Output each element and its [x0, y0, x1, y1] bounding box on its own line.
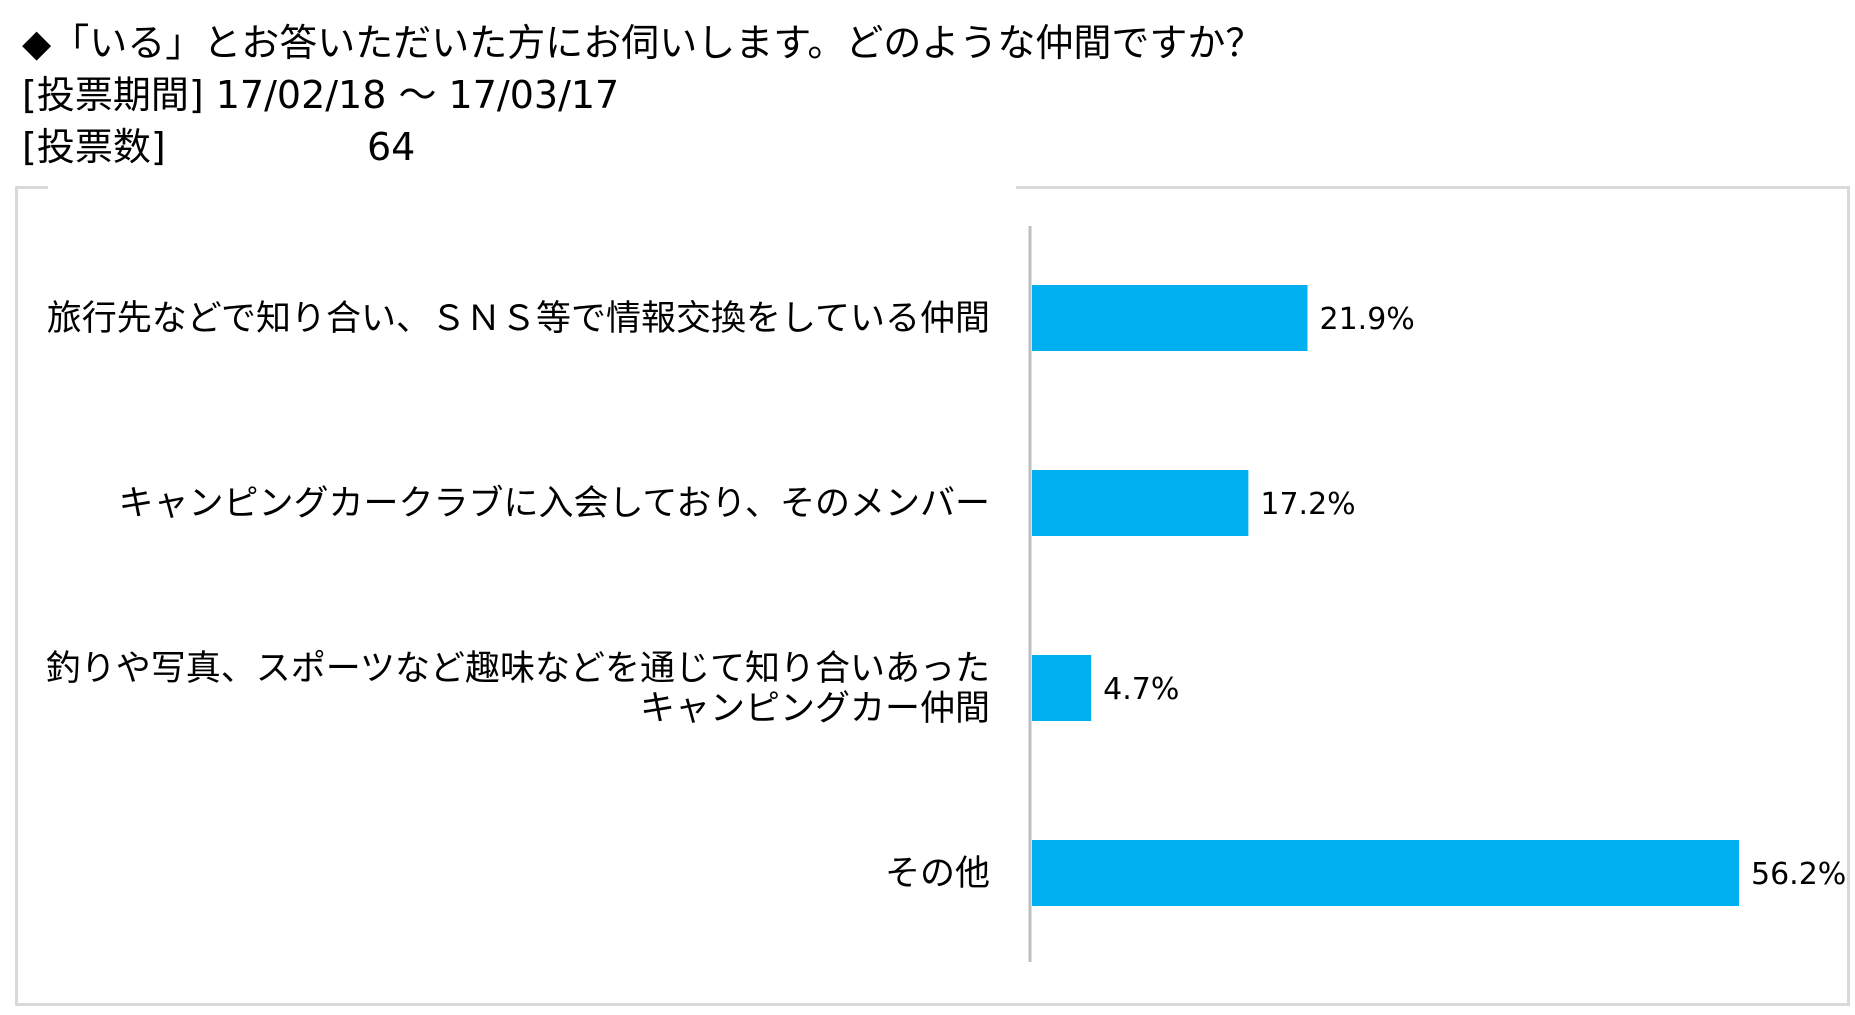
category-label-1-0: キャンピングカークラブに入会しており、そのメンバー	[118, 484, 990, 524]
vote-count-value: 64	[367, 125, 416, 169]
value-label-0: 21.9%	[1320, 302, 1415, 337]
bar-1	[1032, 470, 1249, 536]
value-label-3: 56.2%	[1751, 857, 1846, 892]
bar-3	[1032, 840, 1739, 906]
value-label-1: 17.2%	[1260, 487, 1355, 522]
category-label-2-0: 釣りや写真、スポーツなど趣味などを通じて知り合いあった	[46, 649, 990, 689]
category-label-0-0: 旅行先などで知り合い、ＳＮＳ等で情報交換をしている仲間	[47, 299, 990, 339]
question-title: ◆「いる」とお答いただいた方にお伺いします。どのような仲間ですか？	[22, 21, 1264, 65]
vote-count-label: [投票数]	[22, 125, 166, 169]
chart-frame-gap	[48, 183, 1016, 191]
bar-0	[1032, 285, 1308, 351]
bar-2	[1032, 655, 1092, 721]
category-label-3-0: その他	[885, 854, 990, 894]
category-label-2-1: キャンピングカー仲間	[640, 689, 990, 729]
value-label-2: 4.7%	[1103, 672, 1179, 707]
voting-period: [投票期間] 17/02/18 ～ 17/03/17	[22, 73, 620, 117]
